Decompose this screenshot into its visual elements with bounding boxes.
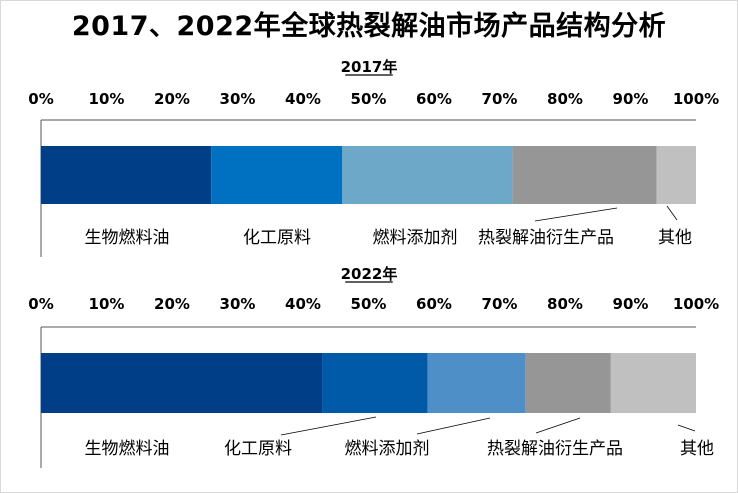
x-tick-label: 0% bbox=[28, 295, 53, 313]
x-tick-label: 70% bbox=[482, 295, 518, 313]
x-tick-label: 90% bbox=[613, 295, 649, 313]
category-label: 生物燃料油 bbox=[85, 439, 170, 459]
bar-segment bbox=[610, 353, 696, 413]
subchart-title: 2017年 bbox=[341, 58, 398, 76]
x-tick-label: 100% bbox=[673, 90, 719, 108]
x-tick-label: 90% bbox=[613, 90, 649, 108]
bar-segment bbox=[512, 146, 657, 204]
subchart-title: 2022年 bbox=[341, 265, 398, 283]
x-tick-label: 0% bbox=[28, 90, 53, 108]
bar-segment bbox=[656, 146, 696, 204]
x-tick-label: 50% bbox=[351, 295, 387, 313]
chart-title: 2017、2022年全球热裂解油市场产品结构分析 bbox=[71, 11, 667, 42]
x-tick-label: 10% bbox=[89, 90, 125, 108]
category-label: 燃料添加剂 bbox=[373, 228, 458, 248]
x-tick-label: 30% bbox=[220, 295, 256, 313]
x-tick-label: 30% bbox=[220, 90, 256, 108]
category-label: 热裂解油衍生产品 bbox=[478, 228, 614, 248]
leader-line bbox=[677, 424, 696, 432]
x-tick-label: 10% bbox=[89, 295, 125, 313]
category-label: 化工原料 bbox=[224, 439, 292, 459]
x-tick-label: 50% bbox=[351, 90, 387, 108]
x-tick-label: 20% bbox=[154, 90, 190, 108]
bar-segment bbox=[41, 353, 323, 413]
bar-segment bbox=[525, 353, 611, 413]
category-label: 生物燃料油 bbox=[85, 228, 170, 248]
x-tick-label: 100% bbox=[673, 295, 719, 313]
x-tick-label: 80% bbox=[547, 295, 583, 313]
category-label: 化工原料 bbox=[243, 228, 311, 248]
bar-segment bbox=[427, 353, 526, 413]
category-label: 燃料添加剂 bbox=[345, 439, 430, 459]
category-label: 热裂解油衍生产品 bbox=[487, 439, 623, 459]
category-label: 其他 bbox=[680, 439, 714, 459]
bar-segment bbox=[322, 353, 428, 413]
bar-segment bbox=[41, 146, 212, 204]
bar-segment bbox=[342, 146, 513, 204]
leader-line bbox=[534, 207, 618, 222]
leader-line bbox=[666, 205, 678, 221]
x-tick-label: 60% bbox=[416, 295, 452, 313]
leader-line bbox=[280, 416, 377, 436]
x-tick-label: 20% bbox=[154, 295, 190, 313]
x-tick-label: 80% bbox=[547, 90, 583, 108]
x-tick-label: 70% bbox=[482, 90, 518, 108]
x-tick-label: 40% bbox=[285, 90, 321, 108]
x-tick-label: 40% bbox=[285, 295, 321, 313]
category-label: 其他 bbox=[658, 228, 692, 248]
bar-segment bbox=[211, 146, 343, 204]
x-tick-label: 60% bbox=[416, 90, 452, 108]
leader-line bbox=[416, 417, 491, 435]
leader-line bbox=[535, 417, 581, 434]
